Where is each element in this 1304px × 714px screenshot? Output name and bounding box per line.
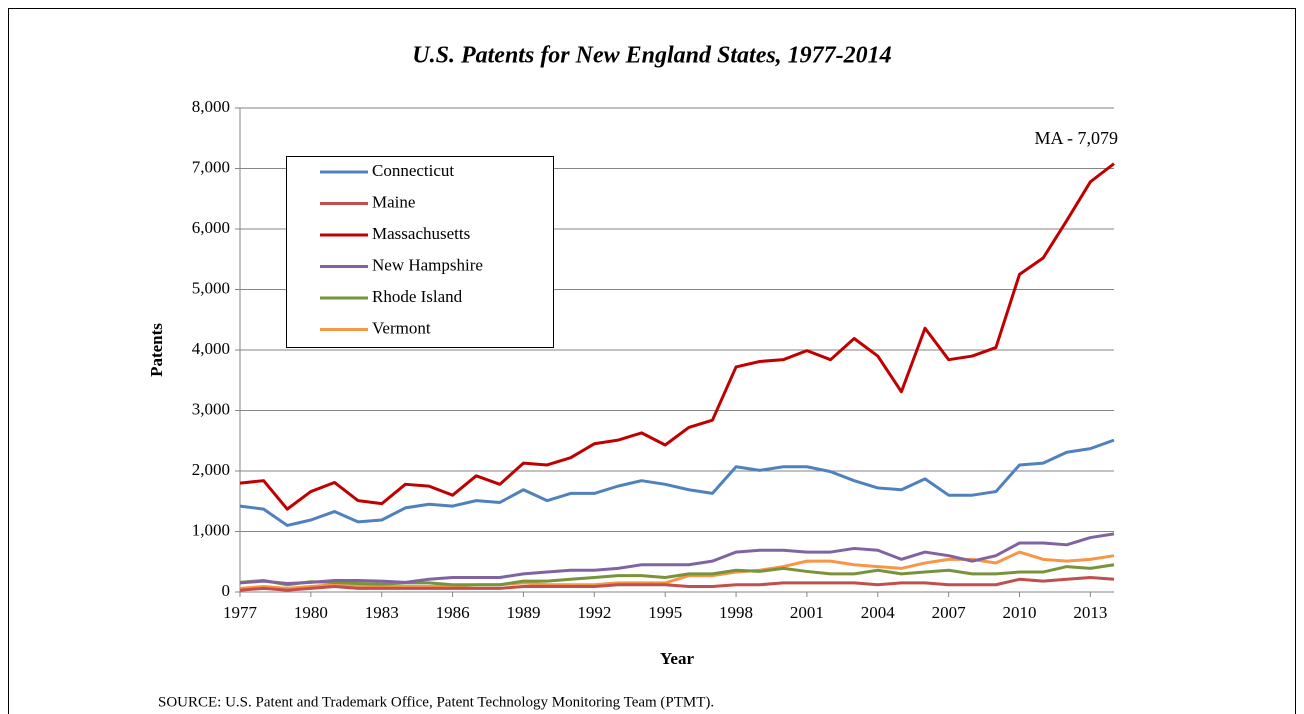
y-tick-label: 6,000 <box>192 218 230 237</box>
y-tick-label: 5,000 <box>192 278 230 297</box>
x-tick-label: 2004 <box>861 603 896 622</box>
annotation: MA - 7,079 <box>1034 128 1118 148</box>
y-tick-label: 7,000 <box>192 157 230 176</box>
series-line <box>239 575 1115 592</box>
x-tick-label: 2010 <box>1003 603 1037 622</box>
frame <box>8 8 1296 714</box>
legend-label: Maine <box>372 192 415 211</box>
x-tick-label: 2013 <box>1073 603 1107 622</box>
y-tick-label: 1,000 <box>192 520 230 539</box>
x-tick-label: 1995 <box>648 603 682 622</box>
y-tick-label: 3,000 <box>192 399 230 418</box>
series-line <box>239 438 1115 527</box>
y-tick-label: 2,000 <box>192 460 230 479</box>
x-tick-label: 1986 <box>436 603 470 622</box>
legend-label: Rhode Island <box>372 287 463 306</box>
series-line <box>239 563 1115 587</box>
legend-label: Connecticut <box>372 161 454 180</box>
x-tick-label: 1992 <box>577 603 611 622</box>
legend-label: Massachusetts <box>372 224 470 243</box>
legend-label: Vermont <box>372 318 431 337</box>
x-tick-label: 2007 <box>932 603 967 622</box>
y-tick-label: 8,000 <box>192 97 230 116</box>
chart-title: U.S. Patents for New England States, 197… <box>412 43 891 69</box>
y-tick-label: 4,000 <box>192 339 230 358</box>
x-tick-label: 1998 <box>719 603 753 622</box>
x-tick-label: 1977 <box>223 603 258 622</box>
series-line <box>239 532 1115 586</box>
y-axis-label: Patents <box>147 323 166 377</box>
x-tick-label: 1980 <box>294 603 328 622</box>
x-tick-label: 2001 <box>790 603 824 622</box>
legend-box <box>286 156 554 348</box>
x-axis-label: Year <box>660 649 694 668</box>
x-tick-label: 1989 <box>506 603 540 622</box>
source-note: SOURCE: U.S. Patent and Trademark Office… <box>158 694 714 710</box>
legend-label: New Hampshire <box>372 255 483 274</box>
x-tick-label: 1983 <box>365 603 399 622</box>
series-line <box>239 162 1115 511</box>
y-tick-label: 0 <box>222 581 231 600</box>
